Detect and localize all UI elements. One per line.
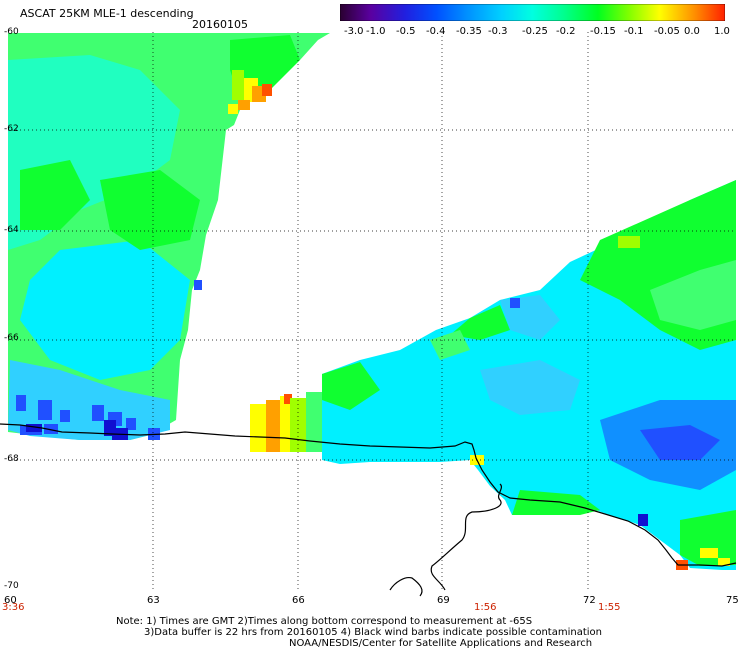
left-swath-blue-cell xyxy=(92,405,104,421)
coastline xyxy=(0,423,737,597)
left-swath-navy-cell xyxy=(26,424,42,432)
lat-label-64: -64 xyxy=(4,225,19,235)
lon-label-75: 75 xyxy=(726,595,739,606)
time-label-west: 3:36 xyxy=(2,602,25,613)
left-swath-blue-cell xyxy=(38,400,52,420)
lon-label-72: 72 xyxy=(583,595,596,606)
lon-label-69: 69 xyxy=(437,595,450,606)
colorbar-tick-label: -0.05 xyxy=(654,26,680,37)
map-date: 20160105 xyxy=(192,18,248,31)
lat-label-66: -66 xyxy=(4,333,19,343)
lat-lon-grid xyxy=(8,32,736,590)
lat-label-62: -62 xyxy=(4,124,19,134)
left-swath-blue-cell xyxy=(126,418,136,430)
time-label-east: 1:55 xyxy=(598,602,621,613)
antarctic-coastline xyxy=(0,423,737,567)
right-swath-green-coast xyxy=(512,490,600,515)
left-swath-green-patch-2 xyxy=(20,160,90,230)
right-swath-green-se xyxy=(680,510,736,566)
right-swath-yellow-cell xyxy=(700,548,718,558)
coast-yellow-block xyxy=(250,404,266,452)
right-swath-lightgreen-patch xyxy=(650,260,736,330)
coast-orange-block xyxy=(266,400,280,452)
colorbar-tick-label: -0.35 xyxy=(456,26,482,37)
left-swath-cyan-patch xyxy=(20,240,190,380)
right-swath-yellow-cell-2 xyxy=(718,558,730,566)
left-swath-red-cell xyxy=(262,84,272,96)
lon-label-66: 66 xyxy=(292,595,305,606)
colorbar-tick-label: -3.0 xyxy=(344,26,364,37)
inland-contour-south xyxy=(389,577,423,597)
colorbar-tick-label: -0.4 xyxy=(426,26,446,37)
left-swath-green-patch xyxy=(100,170,200,250)
colorbar-tick-label: 0.0 xyxy=(684,26,700,37)
lat-label-68: -68 xyxy=(4,454,19,464)
right-swath-green-edge xyxy=(322,362,380,410)
lon-label-60: 60 xyxy=(4,595,17,606)
colorbar-tick-label: -1.0 xyxy=(366,26,386,37)
colorbar-tick-label: -0.3 xyxy=(488,26,508,37)
left-swath-blue-cell xyxy=(16,395,26,411)
left-swath-blue-cell xyxy=(44,424,58,434)
lon-label-63: 63 xyxy=(147,595,160,606)
colorbar-tick-label: -0.1 xyxy=(624,26,644,37)
colorbar-tick-label: -0.15 xyxy=(590,26,616,37)
right-swath-blue-cell xyxy=(510,298,520,308)
left-swath-orange-cell-2 xyxy=(238,100,250,110)
lat-label-60: -60 xyxy=(4,27,19,37)
colorbar-tick-label: 1.0 xyxy=(714,26,730,37)
right-swath-green-strip xyxy=(450,305,510,340)
right-swath-sky-patch xyxy=(480,360,580,415)
right-swath-navy-cell xyxy=(638,514,648,526)
coast-yellow-block-2 xyxy=(280,396,290,452)
colorbar xyxy=(340,4,725,21)
right-swath-lime-cell xyxy=(618,236,640,248)
left-swath-yellow-cell-2 xyxy=(228,104,238,114)
map-title: ASCAT 25KM MLE-1 descending xyxy=(20,7,194,20)
colorbar-tick-label: -0.2 xyxy=(556,26,576,37)
footnote-line-3: NOAA/NESDIS/Center for Satellite Applica… xyxy=(289,638,593,649)
left-swath-blue-cell xyxy=(60,410,70,422)
colorbar-tick-label: -0.25 xyxy=(522,26,548,37)
right-swath-deepblue-patch xyxy=(640,425,720,460)
right-swath-green-strip-2 xyxy=(430,330,470,360)
footnote-line-2: 3)Data buffer is 22 hrs from 20160105 4)… xyxy=(144,627,602,638)
lat-label-70: -70 xyxy=(4,581,19,591)
swath-data-layer xyxy=(8,33,736,570)
footnote-line-1: Note: 1) Times are GMT 2)Times along bot… xyxy=(116,616,533,627)
coast-red-cell xyxy=(284,394,292,404)
inland-contour xyxy=(430,483,503,591)
left-swath-lime-cell xyxy=(232,70,244,100)
coast-green-block xyxy=(306,392,322,452)
colorbar-tick-label: -0.5 xyxy=(396,26,416,37)
left-swath-blue-cell xyxy=(194,280,202,290)
time-label-center: 1:56 xyxy=(474,602,497,613)
